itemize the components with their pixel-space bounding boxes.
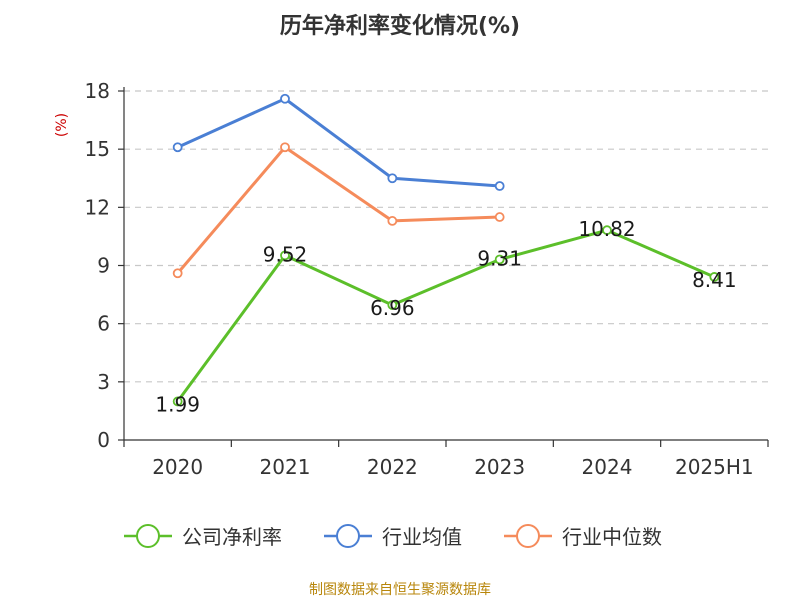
data-label: 8.41 xyxy=(692,268,737,292)
data-labels: 1.99 9.52 6.96 9.31 10.82 8.41 xyxy=(155,217,736,416)
x-tick-label: 2024 xyxy=(582,455,633,479)
data-point xyxy=(709,272,720,282)
series-layer xyxy=(172,93,720,407)
y-tick-label: 3 xyxy=(97,370,110,394)
legend-marker xyxy=(336,524,360,548)
x-tick-label: 2021 xyxy=(260,455,311,479)
y-tick-label: 9 xyxy=(97,254,110,278)
data-point xyxy=(494,181,505,191)
series-line xyxy=(177,97,500,188)
y-axis-label: (%) xyxy=(54,113,70,137)
data-label: 1.99 xyxy=(155,392,200,416)
source-note: 制图数据来自恒生聚源数据库 xyxy=(309,582,491,598)
data-point xyxy=(494,212,505,222)
data-point xyxy=(602,225,612,236)
x-tick-label: 2020 xyxy=(152,455,203,479)
chart-title: 历年净利率变化情况(%) xyxy=(280,13,520,39)
data-point xyxy=(280,250,290,261)
data-point xyxy=(387,300,398,310)
y-tick-label: 0 xyxy=(97,428,110,452)
y-tick-label: 12 xyxy=(85,195,110,219)
data-point xyxy=(172,396,183,407)
x-tick-label: 2023 xyxy=(474,455,525,479)
y-tick-label: 18 xyxy=(85,79,110,103)
data-label: 10.82 xyxy=(578,217,635,241)
legend-label: 公司净利率 xyxy=(182,525,282,549)
data-point xyxy=(387,173,398,184)
data-label: 6.96 xyxy=(370,296,415,320)
data-label: 9.52 xyxy=(263,242,308,266)
legend-marker xyxy=(136,524,160,548)
data-point xyxy=(280,142,290,153)
x-tick-label: 2025H1 xyxy=(675,455,754,479)
data-point xyxy=(280,93,290,104)
legend-label: 行业均值 xyxy=(382,525,462,549)
y-tick-label: 6 xyxy=(97,312,110,336)
grid xyxy=(124,90,768,383)
data-point xyxy=(494,254,505,265)
series-line xyxy=(176,228,715,403)
data-label: 9.31 xyxy=(477,246,522,270)
data-point xyxy=(387,216,398,226)
y-tick-label: 15 xyxy=(85,137,110,161)
legend: 公司净利率 行业均值 行业中位数 xyxy=(124,524,662,549)
legend-marker xyxy=(516,524,540,548)
axes: 0 3 6 9 12 15 18 2020 2021 2022 2023 2024 2025H1 xyxy=(85,79,769,479)
series-line xyxy=(176,145,500,275)
x-tick-label: 2022 xyxy=(367,455,418,479)
data-point xyxy=(172,268,183,279)
data-point xyxy=(172,142,183,153)
legend-label: 行业中位数 xyxy=(562,525,662,549)
